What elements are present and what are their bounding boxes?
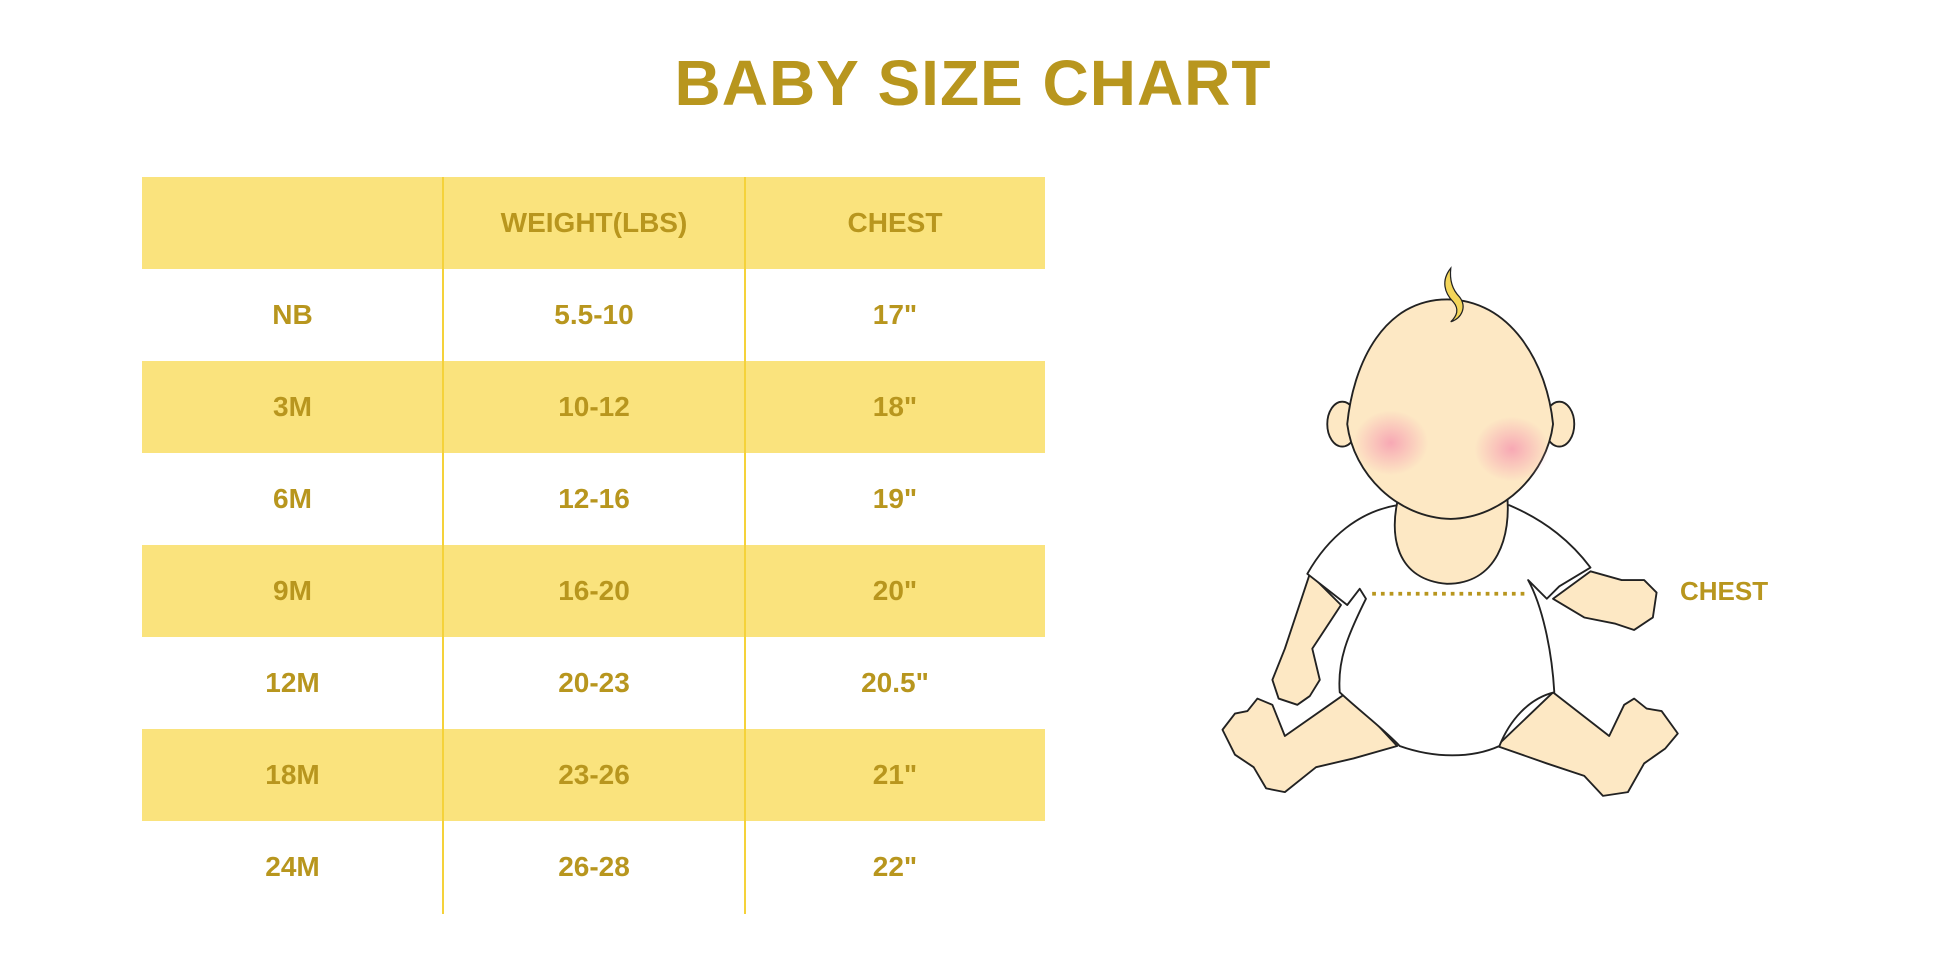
size-cell: 9M xyxy=(273,575,312,606)
weight-cell: 5.5-10 xyxy=(554,299,634,330)
chest-cell: 20" xyxy=(872,575,918,606)
page-title: BABY SIZE CHART xyxy=(674,47,1272,119)
weight-cell: 26-28 xyxy=(558,851,630,882)
table-row: NB 5.5-10 17" xyxy=(142,269,1045,361)
header-chest: CHEST xyxy=(847,207,943,238)
size-cell: NB xyxy=(272,299,313,330)
table-row: 9M 16-20 20" xyxy=(142,545,1045,637)
chest-cell: 17" xyxy=(872,299,918,330)
header-size xyxy=(142,177,443,269)
weight-cell: 23-26 xyxy=(558,759,630,790)
table-row: 6M 12-16 19" xyxy=(142,453,1045,545)
size-table: WEIGHT(LBS) CHEST NB 5.5-10 17" 3M 10-12… xyxy=(142,177,1045,913)
table-row: 12M 20-23 20.5" xyxy=(142,637,1045,729)
table-row: 18M 23-26 21" xyxy=(142,729,1045,821)
column-divider xyxy=(744,177,746,914)
weight-cell: 16-20 xyxy=(558,575,630,606)
size-cell: 6M xyxy=(273,483,312,514)
weight-cell: 20-23 xyxy=(558,667,630,698)
weight-cell: 10-12 xyxy=(558,391,630,422)
chest-cell: 19" xyxy=(872,483,918,514)
size-cell: 24M xyxy=(265,851,320,882)
table-row: 24M 26-28 22" xyxy=(142,821,1045,913)
table-row: 3M 10-12 18" xyxy=(142,361,1045,453)
header-weight: WEIGHT(LBS) xyxy=(500,207,688,238)
chest-cell: 21" xyxy=(872,759,918,790)
column-divider xyxy=(442,177,444,914)
size-cell: 3M xyxy=(273,391,312,422)
chest-label: CHEST xyxy=(1680,576,1769,606)
chest-cell: 18" xyxy=(872,391,918,422)
weight-cell: 12-16 xyxy=(558,483,630,514)
chest-cell: 20.5" xyxy=(861,667,929,698)
size-cell: 18M xyxy=(265,759,320,790)
chest-cell: 22" xyxy=(872,851,918,882)
table-header-row: WEIGHT(LBS) CHEST xyxy=(142,177,1045,269)
size-cell: 12M xyxy=(265,667,320,698)
